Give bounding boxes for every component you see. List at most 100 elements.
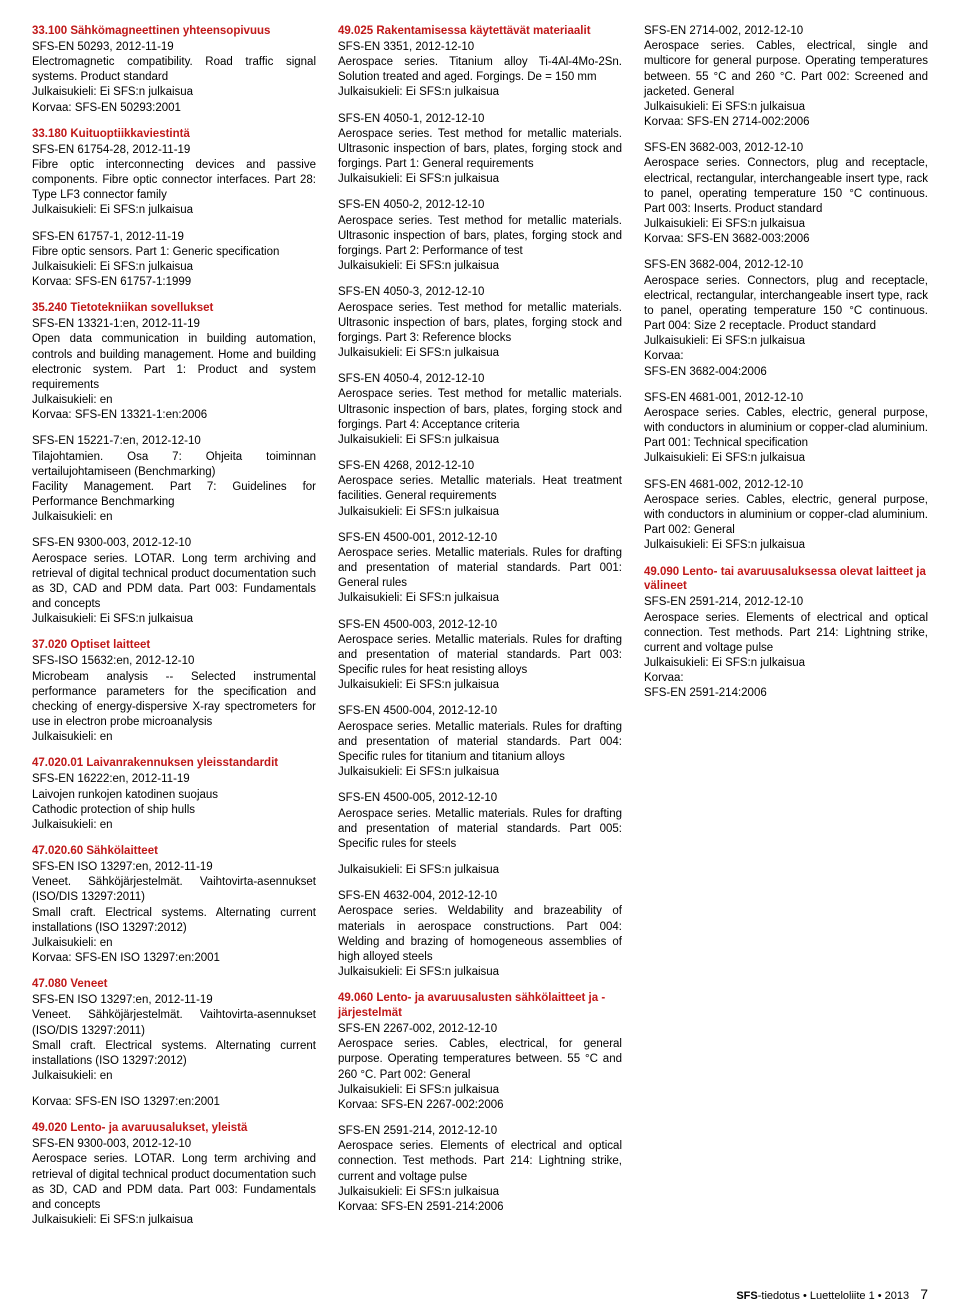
publication-language: Julkaisukieli: en — [32, 393, 316, 408]
standard-entry: SFS-EN 2714-002, 2012-12-10Aerospace ser… — [644, 24, 928, 130]
standard-entry: 49.025 Rakentamisessa käytettävät materi… — [338, 24, 622, 101]
standard-entry: 35.240 Tietotekniikan sovelluksetSFS-EN … — [32, 301, 316, 423]
standard-description: Open data communication in building auto… — [32, 332, 316, 393]
standard-description: Aerospace series. LOTAR. Long term archi… — [32, 552, 316, 613]
publication-language: Julkaisukieli: Ei SFS:n julkaisua — [338, 85, 622, 100]
section-heading: 33.100 Sähkömagneettinen yhteensopivuus — [32, 24, 316, 39]
publication-language: Julkaisukieli: en — [32, 936, 316, 951]
standard-description: Aerospace series. Cables, electrical, si… — [644, 39, 928, 100]
standard-reference: SFS-EN 4500-003, 2012-12-10 — [338, 618, 622, 633]
publication-language: Julkaisukieli: Ei SFS:n julkaisua — [644, 100, 928, 115]
standard-description: Veneet. Sähköjärjestelmät. Vaihtovirta-a… — [32, 875, 316, 936]
replaces-note: Korvaa:SFS-EN 3682-004:2006 — [644, 349, 928, 379]
publication-language: Julkaisukieli: Ei SFS:n julkaisua — [338, 433, 622, 448]
standard-entry: SFS-EN 3682-003, 2012-12-10Aerospace ser… — [644, 141, 928, 247]
standard-entry: 33.180 KuituoptiikkaviestintäSFS-EN 6175… — [32, 127, 316, 219]
standard-description: Aerospace series. Weldability and brazea… — [338, 904, 622, 965]
standard-reference: SFS-EN 15221-7:en, 2012-12-10 — [32, 434, 316, 449]
publication-language: Julkaisukieli: Ei SFS:n julkaisua — [338, 965, 622, 980]
standard-description: Aerospace series. Cables, electric, gene… — [644, 406, 928, 452]
standard-entry: SFS-EN 61757-1, 2012-11-19Fibre optic se… — [32, 230, 316, 291]
publication-language: Julkaisukieli: Ei SFS:n julkaisua — [338, 259, 622, 274]
standard-description: Aerospace series. Cables, electric, gene… — [644, 493, 928, 539]
section-heading: 37.020 Optiset laitteet — [32, 638, 316, 653]
standard-description: Aerospace series. Connectors, plug and r… — [644, 274, 928, 335]
standard-reference: SFS-EN 61754-28, 2012-11-19 — [32, 143, 316, 158]
footer-label: -tiedotus • Luetteloliite 1 • 2013 — [758, 1290, 909, 1302]
replaces-note: Korvaa:SFS-EN 2591-214:2006 — [644, 671, 928, 701]
standard-reference: SFS-EN 4681-002, 2012-12-10 — [644, 478, 928, 493]
standard-entry: 33.100 Sähkömagneettinen yhteensopivuusS… — [32, 24, 316, 116]
publication-language: Julkaisukieli: Ei SFS:n julkaisua — [644, 334, 928, 349]
footer-sfs: SFS — [736, 1290, 757, 1302]
section-heading: 35.240 Tietotekniikan sovellukset — [32, 301, 316, 316]
standard-entry: SFS-EN 4050-4, 2012-12-10Aerospace serie… — [338, 372, 622, 448]
replaces-note: Korvaa: SFS-EN 2714-002:2006 — [644, 115, 928, 130]
standard-reference: SFS-EN 9300-003, 2012-12-10 — [32, 536, 316, 551]
standard-entry: SFS-EN 3682-004, 2012-12-10Aerospace ser… — [644, 258, 928, 379]
standard-entry: 37.020 Optiset laitteetSFS-ISO 15632:en,… — [32, 638, 316, 745]
standard-reference: SFS-EN 2714-002, 2012-12-10 — [644, 24, 928, 39]
standard-entry: 47.020.01 Laivanrakennuksen yleisstandar… — [32, 756, 316, 833]
publication-language: Julkaisukieli: Ei SFS:n julkaisua — [338, 591, 622, 606]
publication-language: Julkaisukieli: Ei SFS:n julkaisua — [338, 765, 622, 780]
standard-reference: SFS-EN 4632-004, 2012-12-10 — [338, 889, 622, 904]
standard-description: Aerospace series. Test method for metall… — [338, 214, 622, 260]
replaces-note: Korvaa: SFS-EN 61757-1:1999 — [32, 275, 316, 290]
standard-reference: SFS-EN 2591-214, 2012-12-10 — [644, 595, 928, 610]
standard-reference: SFS-EN 3682-003, 2012-12-10 — [644, 141, 928, 156]
standard-entry: SFS-EN 2591-214, 2012-12-10Aerospace ser… — [338, 1124, 622, 1215]
standard-description: Aerospace series. Metallic materials. He… — [338, 474, 622, 504]
replaces-note: Korvaa: SFS-EN ISO 13297:en:2001 — [32, 1095, 316, 1110]
standard-description: Aerospace series. Metallic materials. Ru… — [338, 720, 622, 766]
replaces-note: Korvaa: SFS-EN 50293:2001 — [32, 101, 316, 116]
standard-reference: SFS-EN 61757-1, 2012-11-19 — [32, 230, 316, 245]
publication-language: Julkaisukieli: en — [32, 1069, 316, 1084]
standard-description: Fibre optic sensors. Part 1: Generic spe… — [32, 245, 316, 260]
standard-description: Aerospace series. LOTAR. Long term archi… — [32, 1152, 316, 1213]
publication-language: Julkaisukieli: Ei SFS:n julkaisua — [32, 260, 316, 275]
standard-reference: SFS-EN 4050-2, 2012-12-10 — [338, 198, 622, 213]
standard-entry: SFS-EN 4500-001, 2012-12-10Aerospace ser… — [338, 531, 622, 607]
publication-language: Julkaisukieli: Ei SFS:n julkaisua — [32, 85, 316, 100]
standard-reference: SFS-EN 3682-004, 2012-12-10 — [644, 258, 928, 273]
publication-language: Julkaisukieli: Ei SFS:n julkaisua — [338, 1185, 622, 1200]
standard-reference: SFS-EN 4681-001, 2012-12-10 — [644, 391, 928, 406]
standard-reference: SFS-ISO 15632:en, 2012-12-10 — [32, 654, 316, 669]
standard-reference: SFS-EN 16222:en, 2012-11-19 — [32, 772, 316, 787]
standard-reference: SFS-EN 4268, 2012-12-10 — [338, 459, 622, 474]
replaces-note: Korvaa: SFS-EN 3682-003:2006 — [644, 232, 928, 247]
section-heading: 49.020 Lento- ja avaruusalukset, yleistä — [32, 1121, 316, 1136]
section-heading: 49.025 Rakentamisessa käytettävät materi… — [338, 24, 622, 39]
publication-language: Julkaisukieli: Ei SFS:n julkaisua — [338, 505, 622, 520]
standard-entry: 49.020 Lento- ja avaruusalukset, yleistä… — [32, 1121, 316, 1228]
standard-reference: SFS-EN ISO 13297:en, 2012-11-19 — [32, 993, 316, 1008]
standard-reference: SFS-EN 4050-3, 2012-12-10 — [338, 285, 622, 300]
standard-description: Aerospace series. Test method for metall… — [338, 387, 622, 433]
publication-language: Julkaisukieli: en — [32, 510, 316, 525]
publication-language: Julkaisukieli: Ei SFS:n julkaisua — [338, 172, 622, 187]
standard-entry: SFS-EN 4500-005, 2012-12-10Aerospace ser… — [338, 791, 622, 852]
section-heading: 49.060 Lento- ja avaruusalusten sähkölai… — [338, 991, 622, 1021]
standard-entry: SFS-EN 4050-3, 2012-12-10Aerospace serie… — [338, 285, 622, 361]
section-heading: 47.020.01 Laivanrakennuksen yleisstandar… — [32, 756, 316, 771]
publication-language: Julkaisukieli: Ei SFS:n julkaisua — [32, 203, 316, 218]
publication-language: Julkaisukieli: Ei SFS:n julkaisua — [338, 863, 622, 878]
standard-entry: SFS-EN 4681-001, 2012-12-10Aerospace ser… — [644, 391, 928, 467]
standard-description: Aerospace series. Metallic materials. Ru… — [338, 546, 622, 592]
standard-reference: SFS-EN 4050-1, 2012-12-10 — [338, 112, 622, 127]
standard-entry: SFS-EN 4050-2, 2012-12-10Aerospace serie… — [338, 198, 622, 274]
standard-entry: SFS-EN 15221-7:en, 2012-12-10Tilajohtami… — [32, 434, 316, 525]
standard-description: Electromagnetic compatibility. Road traf… — [32, 55, 316, 85]
section-heading: 49.090 Lento- tai avaruusaluksessa oleva… — [644, 565, 928, 595]
standard-entry: Julkaisukieli: Ei SFS:n julkaisua — [338, 863, 622, 878]
publication-language: Julkaisukieli: Ei SFS:n julkaisua — [644, 451, 928, 466]
section-heading: 33.180 Kuituoptiikkaviestintä — [32, 127, 316, 142]
replaces-note: Korvaa: SFS-EN ISO 13297:en:2001 — [32, 951, 316, 966]
standard-entry: 49.090 Lento- tai avaruusaluksessa oleva… — [644, 565, 928, 702]
standard-entry: 47.080 VeneetSFS-EN ISO 13297:en, 2012-1… — [32, 977, 316, 1084]
standard-reference: SFS-EN ISO 13297:en, 2012-11-19 — [32, 860, 316, 875]
standard-reference: SFS-EN 2591-214, 2012-12-10 — [338, 1124, 622, 1139]
replaces-note: Korvaa: SFS-EN 2267-002:2006 — [338, 1098, 622, 1113]
standard-description: Microbeam analysis -- Selected instrumen… — [32, 670, 316, 731]
